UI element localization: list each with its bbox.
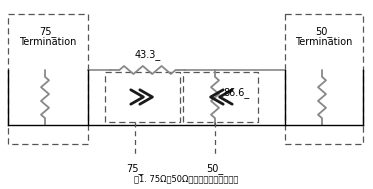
Bar bbox=[105, 72, 180, 122]
Text: 75_: 75_ bbox=[126, 163, 144, 174]
Text: 75_: 75_ bbox=[39, 26, 57, 37]
Text: 50_: 50_ bbox=[316, 26, 333, 37]
Bar bbox=[183, 72, 258, 122]
Text: 50_: 50_ bbox=[206, 163, 224, 174]
Bar bbox=[8, 14, 88, 144]
Text: 86.6_: 86.6_ bbox=[223, 87, 249, 98]
Bar bbox=[285, 14, 363, 144]
Text: 43.3_: 43.3_ bbox=[134, 49, 161, 60]
Text: Termination: Termination bbox=[19, 37, 77, 47]
Text: Termination: Termination bbox=[295, 37, 353, 47]
Text: 图1. 75Ω至50Ω最小损耗阻抗转换电路: 图1. 75Ω至50Ω最小损耗阻抗转换电路 bbox=[134, 174, 239, 183]
